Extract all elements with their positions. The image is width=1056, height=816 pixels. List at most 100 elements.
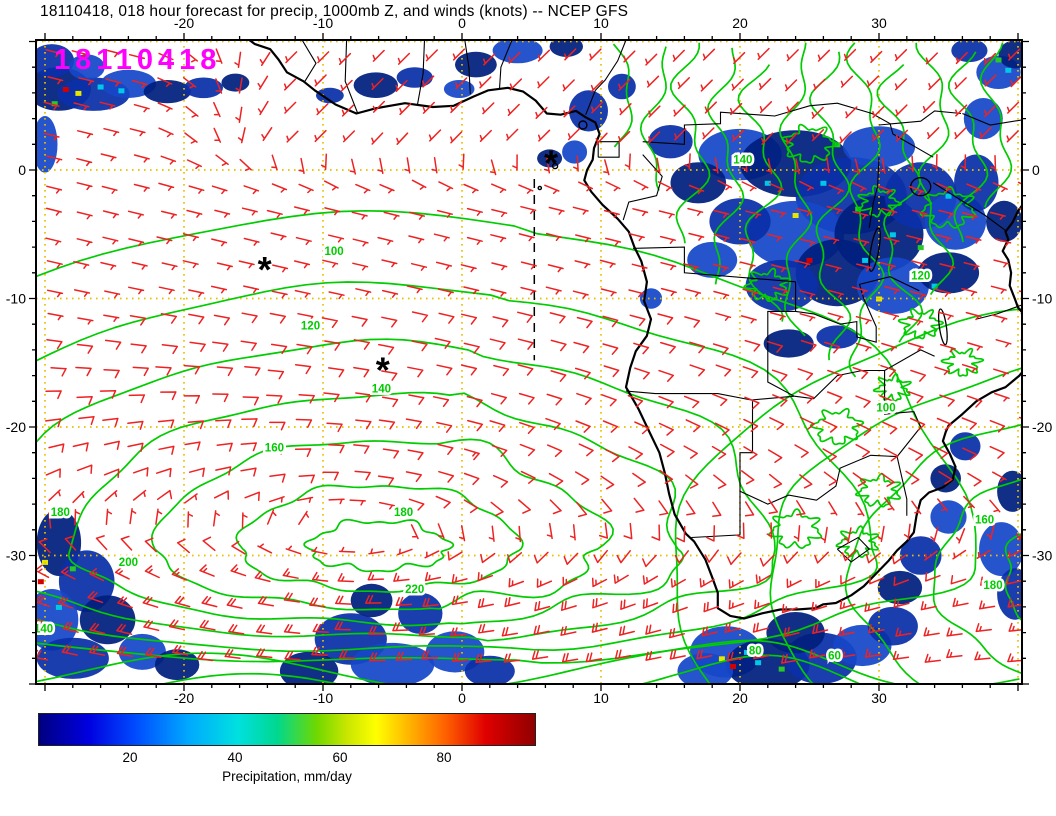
precipitation-layer bbox=[36, 40, 1022, 684]
contour-land-line bbox=[612, 43, 633, 148]
precip-intense-cell bbox=[764, 180, 771, 186]
colorbar-title: Precipitation, mm/day bbox=[222, 769, 352, 784]
contour-label: 120 bbox=[301, 321, 320, 333]
precip-cell bbox=[68, 54, 105, 80]
contour-label: 180 bbox=[394, 507, 413, 519]
country-border bbox=[976, 304, 1022, 320]
contour-140 bbox=[36, 338, 776, 642]
contour-land-line bbox=[706, 47, 745, 285]
precip-intense-cell bbox=[118, 88, 125, 94]
contour-land-line bbox=[947, 51, 989, 243]
precip-cell bbox=[867, 606, 918, 646]
contour-label: 100 bbox=[876, 403, 895, 415]
contour-e-180 bbox=[1004, 532, 1022, 622]
country-border bbox=[896, 456, 908, 516]
contour-land-loop bbox=[940, 347, 985, 377]
x-tick-label-top: 30 bbox=[871, 15, 887, 31]
country-border bbox=[632, 246, 796, 283]
x-tick-label-top: 20 bbox=[732, 15, 748, 31]
contour-land-loop bbox=[767, 508, 823, 549]
contour-label: 200 bbox=[119, 557, 138, 569]
precip-cell bbox=[143, 80, 191, 104]
precip-intense-cell bbox=[755, 660, 762, 666]
colorbar-tick-label: 80 bbox=[436, 750, 452, 765]
y-tick-label-left: -30 bbox=[6, 548, 26, 564]
contour-land-loop bbox=[872, 373, 912, 402]
country-border bbox=[794, 349, 935, 400]
island-outline bbox=[537, 185, 543, 191]
island-marker: * bbox=[376, 350, 390, 391]
contour-land-loop bbox=[897, 308, 945, 340]
colorbar-tick-label: 40 bbox=[227, 750, 243, 765]
precip-cell bbox=[687, 241, 738, 278]
contour-e-120 bbox=[769, 367, 1022, 684]
country-border bbox=[416, 40, 426, 105]
contour-land-loop bbox=[857, 184, 902, 218]
precip-cell bbox=[648, 125, 693, 159]
contour-220 bbox=[303, 518, 455, 573]
contour-120 bbox=[36, 281, 878, 653]
precip-cell bbox=[398, 592, 443, 634]
contour-land-line bbox=[979, 42, 1013, 208]
coastline bbox=[248, 40, 1022, 620]
x-tick-label-bottom: -10 bbox=[313, 690, 333, 706]
precip-cell bbox=[316, 87, 344, 104]
grid-layer bbox=[36, 40, 1022, 684]
precip-cell bbox=[899, 536, 942, 575]
precip-cell bbox=[670, 162, 727, 204]
contour-land-line bbox=[778, 42, 813, 337]
contour-label: 140 bbox=[733, 155, 752, 167]
contour-label: 160 bbox=[975, 515, 994, 527]
contour-label: 80 bbox=[749, 646, 762, 658]
country-border bbox=[344, 40, 359, 114]
x-tick-label-bottom: -20 bbox=[174, 690, 194, 706]
y-tick-label-right: -20 bbox=[1032, 419, 1052, 435]
country-border bbox=[498, 40, 513, 90]
precip-intense-cell bbox=[945, 193, 952, 199]
precip-intense-cell bbox=[931, 283, 938, 289]
x-tick-label-bottom: 10 bbox=[593, 690, 609, 706]
precip-intense-cell bbox=[744, 649, 750, 655]
x-tick-label-bottom: 0 bbox=[458, 690, 466, 706]
precip-colorbar bbox=[38, 713, 536, 746]
precip-intense-cell bbox=[806, 257, 813, 263]
precip-cell bbox=[562, 140, 588, 164]
precip-cell bbox=[79, 595, 136, 645]
figure-title: 18110418, 018 hour forecast for precip, … bbox=[40, 3, 629, 20]
colorbar-tick-label: 20 bbox=[122, 750, 138, 765]
x-tick-label-bottom: 20 bbox=[732, 690, 748, 706]
marker-layer: * * * bbox=[258, 143, 558, 391]
y-tick-label-left: -10 bbox=[6, 291, 26, 307]
contour-200 bbox=[235, 484, 524, 593]
country-border bbox=[622, 154, 663, 221]
axis-layer: -20 -20 -10 -10 0 0 10 10 20 20 30 30 0 0 -10 -10 -20 -20… bbox=[6, 15, 1053, 706]
precip-intense-cell bbox=[917, 245, 924, 251]
precip-intense-cell bbox=[820, 180, 827, 186]
contour-label: 160 bbox=[265, 443, 284, 455]
contour-land-loop bbox=[743, 267, 792, 303]
y-tick-label-right: -10 bbox=[1032, 291, 1052, 307]
precip-cell bbox=[36, 589, 79, 651]
island-outline bbox=[551, 162, 559, 170]
precip-intense-cell bbox=[37, 579, 44, 585]
contour-160 bbox=[67, 391, 684, 627]
precip-cell bbox=[930, 500, 967, 534]
contour-land-line bbox=[670, 42, 711, 244]
precip-cell bbox=[951, 40, 988, 63]
contour-south-line bbox=[36, 639, 1020, 684]
contour-land-loop bbox=[919, 186, 977, 229]
x-tick-label-top: 0 bbox=[458, 15, 466, 31]
precip-intense-cell bbox=[55, 604, 62, 610]
precip-cell bbox=[443, 80, 475, 98]
contour-label: 60 bbox=[828, 651, 841, 663]
country-border bbox=[625, 390, 795, 401]
precip-cell bbox=[221, 73, 250, 92]
x-tick-label-top: -10 bbox=[313, 15, 333, 31]
country-border bbox=[767, 281, 797, 397]
precip-cell bbox=[963, 98, 1003, 140]
grid-lines bbox=[36, 40, 1022, 684]
island-outline bbox=[578, 120, 588, 130]
contour-label: 100 bbox=[325, 246, 344, 258]
lake-outline bbox=[868, 227, 881, 273]
